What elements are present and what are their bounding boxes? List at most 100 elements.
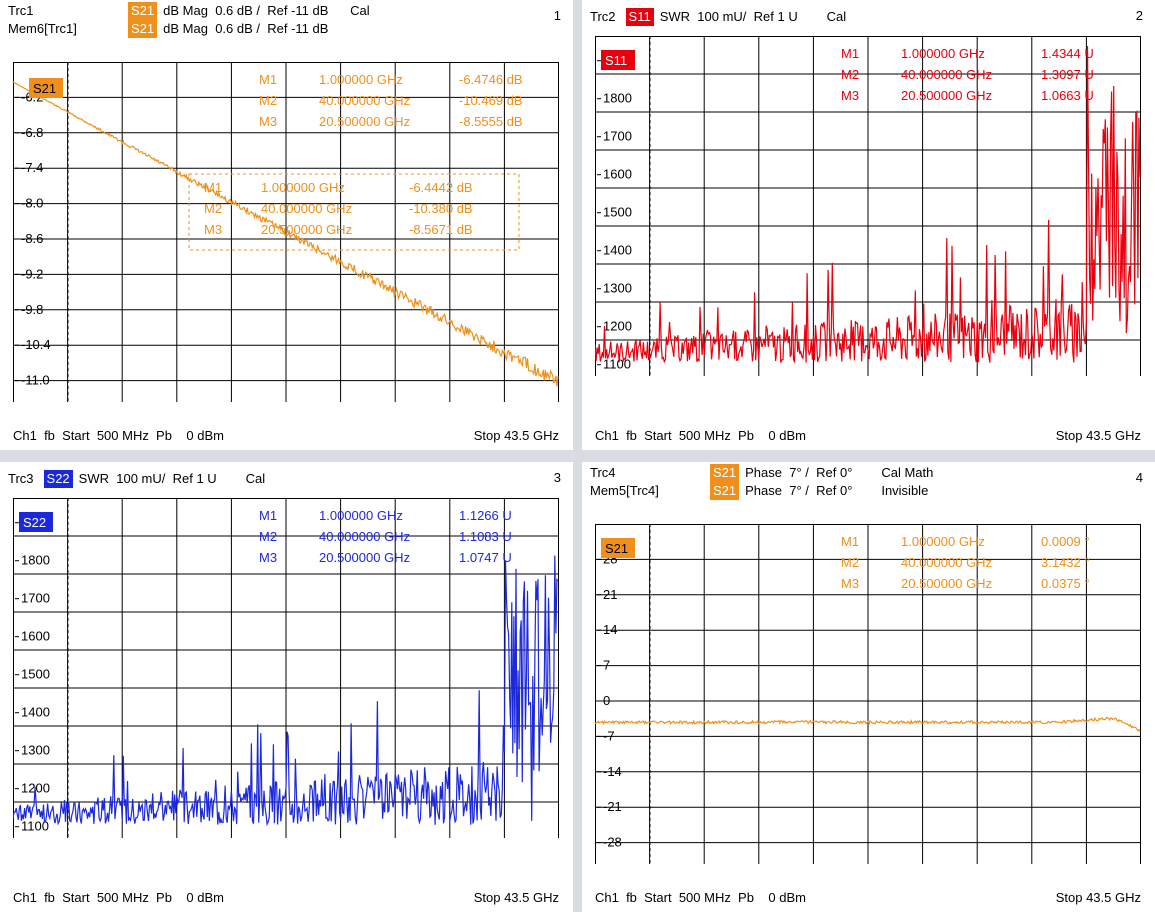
param-tag[interactable]: S22 [43,470,73,488]
marker-frequency: 40.000000 GHz [261,201,352,216]
ref-label: Ref 0° [816,465,853,480]
mem-marker-box [188,173,520,251]
status-label: Cal [245,471,266,486]
scale-label: 0.6 dB / [215,21,260,36]
ref-label: Ref -11 dB [267,3,329,18]
status-label: Cal [826,9,847,24]
channel-number: 4 [1135,470,1143,485]
trace-info-row[interactable]: Trc1 S21 dB Mag 0.6 dB / Ref -11 dB Cal [8,2,370,20]
y-tick-label: -8.6 [21,231,43,246]
marker-value: -6.4746 dB [459,72,523,87]
channel-footer: Ch1 fb Start 500 MHz Pb 0 dBm Stop 43.5 … [13,888,559,908]
trace-info-row[interactable]: Mem5[Trc4] S21 Phase 7° / Ref 0° Invisible [590,482,928,500]
marker-frequency: 40.000000 GHz [319,529,410,544]
trace-header: Trc3 S22 SWR 100 mU/ Ref 1 U Cal 3 [0,462,573,502]
channel-number: 1 [553,8,561,23]
scale-label: 100 mU/ [697,9,747,24]
scale-label: 7° / [789,465,809,480]
trace-info-row[interactable]: Trc4 S21 Phase 7° / Ref 0° Cal Math [590,464,933,482]
trace-badge-label: S21 [605,541,628,556]
y-tick-label: 7 [603,658,610,673]
marker-value: -6.4442 dB [409,180,473,195]
trace-badge [19,512,53,532]
param-tag[interactable]: S21 [710,482,740,500]
sweep-info: Ch1 fb Start 500 MHz Pb 0 dBm [13,890,224,905]
y-tick-label: -10.4 [21,337,51,352]
channel-panel-1[interactable]: Trc1 S21 dB Mag 0.6 dB / Ref -11 dB Cal Me… [0,0,573,450]
format-label: SWR [659,9,691,24]
y-tick-label: -21 [603,799,622,814]
trace-header: Trc2 S11 SWR 100 mU/ Ref 1 U Cal 2 [582,0,1155,40]
marker-value: -8.5671 dB [409,222,473,237]
stop-frequency: Stop 43.5 GHz [473,428,559,443]
marker-value: 1.0747 U [459,550,512,565]
stop-frequency: Stop 43.5 GHz [473,890,559,905]
y-tick-label: 0 [603,693,610,708]
trace-name: Trc2 [590,9,616,24]
marker-frequency: 20.500000 GHz [901,88,992,103]
marker-frequency: 1.000000 GHz [901,46,985,61]
trace-name: Trc4 [590,465,616,480]
format-label: dB Mag [163,3,208,18]
marker-frequency: 1.000000 GHz [901,534,985,549]
param-tag[interactable]: S21 [710,464,740,482]
param-tag[interactable]: S21 [128,20,158,38]
y-tick-label: 21 [603,587,617,602]
marker-value: 1.3097 U [1041,67,1094,82]
measured-trace [13,81,559,387]
trace-badge-label: S11 [605,53,627,68]
y-tick-label: 1300 [21,743,50,758]
marker-frequency: 40.000000 GHz [901,67,992,82]
y-tick-label: -6.8 [21,125,43,140]
trace-diagram[interactable]: 1900180017001600150014001300120011001000… [13,498,559,838]
marker-value: -10.469 dB [459,93,523,108]
trace-badge [29,78,63,98]
marker-name: M1 [841,46,859,61]
format-label: Phase [745,465,783,480]
y-tick-label: -14 [603,764,622,779]
marker-frequency: 40.000000 GHz [901,555,992,570]
trace-header: Trc4 S21 Phase 7° / Ref 0° Cal Math Mem5[T… [582,462,1155,502]
trace-diagram[interactable]: -6.2-6.8-7.4-8.0-8.6-9.2-9.8-10.4-11.0S2… [13,62,559,402]
measured-trace [13,555,559,827]
param-tag[interactable]: S21 [128,2,158,20]
marker-name: M1 [259,508,277,523]
channel-footer: Ch1 fb Start 500 MHz Pb 0 dBm Stop 43.5 … [595,888,1141,908]
y-tick-label: 1800 [603,91,632,106]
ref-label: Ref 1 U [753,9,798,24]
status-label: Invisible [881,483,929,498]
format-label: Phase [745,483,783,498]
scale-label: 100 mU/ [116,471,166,486]
channel-panel-4[interactable]: Trc4 S21 Phase 7° / Ref 0° Cal Math Mem5[T… [582,462,1155,912]
marker-frequency: 1.000000 GHz [261,180,345,195]
marker-value: -8.5555 dB [459,114,523,129]
marker-name: M2 [841,67,859,82]
marker-value: 0.0009 ° [1041,534,1090,549]
trace-badge-label: S22 [23,515,46,530]
sweep-info: Ch1 fb Start 500 MHz Pb 0 dBm [595,428,806,443]
y-tick-label: -7.4 [21,160,43,175]
marker-frequency: 20.500000 GHz [261,222,352,237]
trace-info-row[interactable]: Mem6[Trc1] S21 dB Mag 0.6 dB / Ref -11 dB [8,20,328,38]
trace-name: Mem5[Trc4] [590,483,659,498]
sweep-info: Ch1 fb Start 500 MHz Pb 0 dBm [13,428,224,443]
marker-name: M3 [841,576,859,591]
trace-diagram[interactable]: 1900180017001600150014001300120011001000… [595,36,1141,376]
marker-name: M2 [259,93,277,108]
marker-value: 1.1266 U [459,508,512,523]
trace-info-row[interactable]: Trc3 S22 SWR 100 mU/ Ref 1 U Cal [8,470,265,488]
trace-name: Trc3 [8,471,34,486]
trace-info-row[interactable]: Trc2 S11 SWR 100 mU/ Ref 1 U Cal [590,8,846,26]
y-tick-label: 1500 [603,205,632,220]
stop-frequency: Stop 43.5 GHz [1055,890,1141,905]
channel-footer: Ch1 fb Start 500 MHz Pb 0 dBm Stop 43.5 … [595,426,1141,446]
y-tick-label: -11.0 [21,373,50,388]
param-tag[interactable]: S11 [625,8,654,26]
marker-name: M2 [204,201,222,216]
y-tick-label: -7 [603,728,615,743]
marker-value: 1.4344 U [1041,46,1094,61]
y-tick-label: 14 [603,622,617,637]
